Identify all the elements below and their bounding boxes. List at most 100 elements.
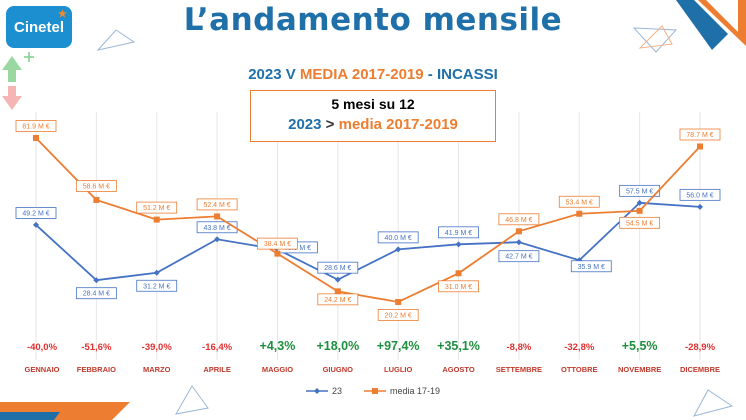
legend-item-media: media 17-19 (363, 386, 441, 396)
point-media (576, 210, 583, 217)
data-label-box-media (136, 201, 178, 214)
month-tick-label: APRILE (203, 365, 231, 374)
data-label-box-2023 (196, 221, 238, 234)
data-label-box-media (75, 180, 117, 192)
data-label-2023: 28.6 M € (324, 265, 351, 272)
point-2023 (214, 236, 221, 243)
data-label-media: 46.8 M € (505, 217, 532, 224)
pct-change-label: -8,8% (506, 342, 531, 353)
point-2023 (395, 246, 402, 253)
data-label-box-2023 (15, 207, 57, 219)
data-label-media: 81.9 M € (22, 124, 49, 131)
data-label-2023: 56.0 M € (686, 192, 713, 199)
series-line-media (35, 137, 701, 303)
point-media (515, 228, 522, 235)
point-media (33, 135, 39, 141)
chart-legend: 23 media 17-19 (0, 386, 746, 396)
deco-triangle-icon (96, 29, 136, 51)
month-tick-label: OTTOBRE (561, 365, 598, 374)
month-tick-label: GIUGNO (323, 365, 354, 374)
data-label-box-media (619, 216, 661, 229)
info-line1: 5 mesi su 12 (331, 96, 415, 112)
month-tick-label: MARZO (143, 365, 171, 374)
data-label-box-media (377, 309, 419, 321)
pct-change-label: +35,1% (437, 339, 480, 353)
deco-triangle-icon (693, 389, 734, 417)
page-title: L’andamento mensile (183, 2, 563, 38)
data-label-media: 54.5 M € (626, 220, 653, 227)
month-tick-label: NOVEMBRE (618, 365, 661, 374)
chart-subtitle: 2023 V MEDIA 2017-2019 - INCASSI (0, 66, 746, 83)
pct-change-label: -28,9% (685, 342, 716, 353)
point-2023 (697, 203, 703, 210)
data-label-box-2023 (498, 250, 540, 263)
legend-label-2023: 23 (331, 386, 342, 396)
pct-change-label: -16,4% (202, 342, 233, 353)
point-2023 (33, 221, 39, 228)
data-label-media: 20.2 M € (385, 313, 412, 320)
data-label-media: 51.2 M € (143, 205, 170, 212)
data-label-2023: 35.9 M € (578, 264, 605, 271)
series-line-2023 (35, 201, 701, 282)
month-tick-label: GENNAIO (24, 365, 59, 374)
subtitle-part1: 2023 V (248, 66, 300, 83)
point-2023 (334, 276, 341, 283)
plus-icon (24, 52, 34, 62)
point-media (697, 143, 703, 150)
data-label-2023: 41.9 M € (445, 230, 472, 237)
logo-text: Cinetel (13, 18, 64, 36)
data-label-box-2023 (377, 231, 419, 244)
data-label-box-media (196, 198, 238, 211)
data-label-box-2023 (570, 260, 612, 273)
data-label-box-2023 (679, 188, 721, 201)
info-box: 5 mesi su 12 2023 > media 2017-2019 (250, 90, 496, 142)
month-tick-label: FEBBRAIO (77, 365, 116, 374)
data-label-box-media (558, 195, 600, 208)
data-label-box-media (679, 128, 721, 141)
month-tick-label: DICEMBRE (680, 365, 720, 374)
data-label-media: 52.4 M € (203, 202, 230, 209)
month-tick-label: AGOSTO (442, 365, 475, 374)
legend-marker-media-icon (363, 388, 386, 394)
data-label-box-2023 (438, 226, 479, 239)
deco-triangle-icon (632, 25, 678, 53)
data-label-2023: 40.0 M € (385, 235, 412, 242)
data-label-box-2023 (317, 261, 359, 274)
subtitle-part2: MEDIA 2017-2019 (299, 66, 424, 83)
month-tick-label: SETTEMBRE (496, 365, 542, 374)
point-2023 (515, 239, 522, 246)
point-media (274, 250, 281, 257)
pct-change-label: -39,0% (142, 342, 173, 353)
data-label-media: 31.0 M € (445, 284, 472, 291)
point-2023 (455, 241, 462, 248)
deco-bottom-icon (0, 402, 130, 420)
data-label-2023: 57.5 M € (626, 188, 653, 195)
data-label-2023: 43.8 M € (203, 225, 230, 232)
data-label-box-2023 (75, 287, 117, 300)
point-2023 (636, 199, 643, 206)
data-label-2023: 28.4 M € (83, 291, 110, 298)
deco-triangle-icon (175, 385, 209, 415)
legend-item-2023: 23 (305, 386, 342, 396)
pct-change-label: +97,4% (377, 339, 420, 353)
pct-change-label: +4,3% (260, 339, 296, 353)
deco-corner-icon (676, 0, 746, 50)
subtitle-part3: - INCASSI (423, 66, 498, 83)
pct-change-label: -51,6% (81, 342, 112, 353)
point-media (214, 213, 221, 220)
data-label-media: 53.4 M € (566, 199, 593, 206)
star-icon: ★ (58, 9, 67, 20)
data-label-box-media (498, 213, 540, 226)
point-media (636, 207, 643, 214)
legend-label-media: media 17-19 (389, 386, 441, 396)
data-label-box-2023 (619, 184, 661, 197)
point-2023 (153, 269, 160, 276)
info-gt: > (321, 116, 339, 133)
data-label-box-media (317, 293, 359, 306)
info-line2: 2023 > media 2017-2019 (251, 116, 495, 133)
pct-change-label: +5,5% (622, 339, 658, 353)
point-media (455, 270, 462, 277)
pct-change-label: -40,0% (27, 342, 58, 353)
pct-change-label: +18,0% (316, 339, 359, 353)
